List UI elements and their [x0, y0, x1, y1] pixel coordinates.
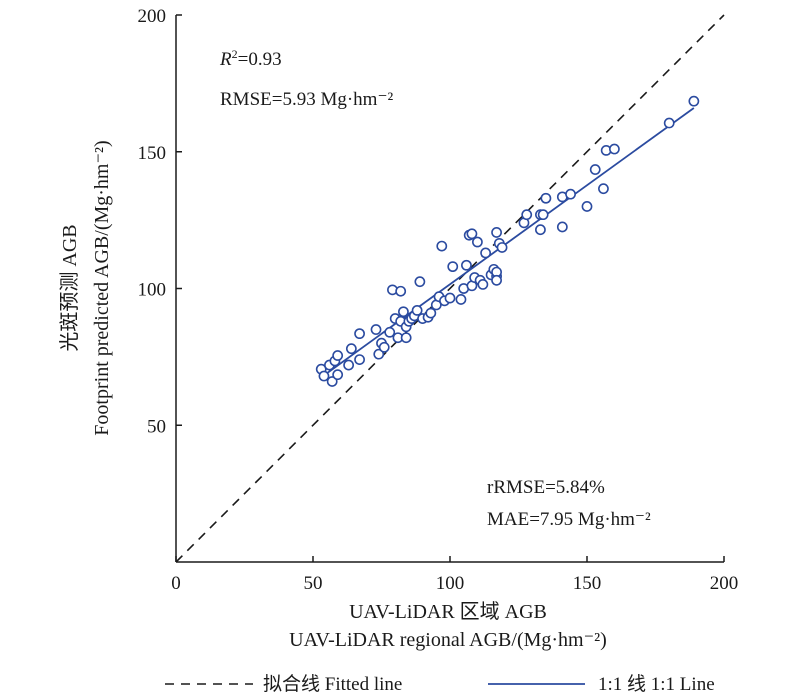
- identity-line: [175, 14, 725, 563]
- data-point: [589, 164, 601, 175]
- x-tick-label: 150: [573, 573, 602, 594]
- data-point: [425, 307, 437, 319]
- data-point: [598, 183, 609, 195]
- data-point: [663, 117, 675, 129]
- legend-identity-line-label: 1:1 线 1:1 Line: [598, 673, 715, 695]
- rmse-annotation: RMSE=5.93 Mg·hm⁻²: [220, 89, 393, 110]
- data-point: [345, 343, 357, 355]
- data-point: [400, 332, 412, 344]
- data-point: [556, 221, 568, 233]
- y-tick-label: 200: [138, 6, 167, 27]
- data-point: [411, 304, 423, 316]
- data-point: [332, 350, 344, 361]
- data-point: [455, 294, 467, 305]
- legend-fitted-line-label: 拟合线 Fitted line: [263, 673, 402, 695]
- x-tick-label: 200: [710, 573, 739, 594]
- x-axis-title-en: UAV-LiDAR regional AGB/(Mg·hm⁻²): [289, 629, 607, 651]
- x-axis-title-cn: UAV-LiDAR 区域 AGB: [349, 600, 547, 623]
- data-point: [581, 201, 593, 212]
- y-axis-title-cn: 光斑预测 AGB: [58, 224, 81, 351]
- y-tick-label: 150: [138, 143, 167, 164]
- data-point: [373, 348, 385, 360]
- y-axis-title-en: Footprint predicted AGB/(Mg·hm⁻²): [91, 140, 113, 435]
- data-point: [414, 276, 426, 288]
- data-point: [491, 274, 502, 286]
- data-point: [466, 228, 478, 240]
- data-point: [540, 192, 552, 204]
- r2-symbol: R: [219, 49, 232, 70]
- data-point: [447, 261, 459, 273]
- data-point: [537, 209, 549, 221]
- y-tick-label: 50: [147, 416, 166, 437]
- r2-superscript: 2: [232, 47, 238, 61]
- rrmse-annotation: rRMSE=5.84%: [487, 477, 605, 498]
- y-axis-ticks: 50 100 150 200: [138, 6, 182, 437]
- data-point: [444, 292, 456, 304]
- data-point: [436, 240, 448, 252]
- x-tick-label: 0: [171, 573, 181, 594]
- data-point: [384, 326, 396, 338]
- data-point: [326, 376, 338, 387]
- data-point: [343, 359, 355, 371]
- x-axis-ticks: 0 50 100 150 200: [171, 556, 738, 594]
- plot-area: 0 50 100 150 200 50 100 150 200: [138, 6, 739, 594]
- data-point: [471, 236, 483, 248]
- y-tick-label: 100: [138, 280, 167, 301]
- data-point: [370, 324, 382, 335]
- data-point: [378, 341, 390, 353]
- fit-line: [320, 107, 695, 379]
- data-point: [318, 370, 330, 382]
- r2-value: =0.93: [238, 49, 282, 70]
- r2-annotation: R2=0.93: [219, 47, 282, 70]
- data-point: [491, 227, 502, 238]
- data-point: [477, 278, 489, 290]
- data-point: [688, 95, 700, 107]
- data-point: [395, 285, 407, 297]
- legend: 拟合线 Fitted line 1:1 线 1:1 Line: [165, 673, 715, 695]
- data-point: [535, 224, 546, 236]
- data-point: [332, 369, 344, 381]
- data-point: [398, 306, 409, 318]
- data-point: [565, 188, 576, 200]
- mae-annotation: MAE=7.95 Mg·hm⁻²: [487, 509, 651, 530]
- data-point: [354, 328, 365, 340]
- data-point: [480, 247, 492, 259]
- data-point: [521, 209, 533, 221]
- data-point: [354, 354, 365, 366]
- data-point: [609, 143, 620, 155]
- x-tick-label: 100: [436, 573, 465, 594]
- data-point: [461, 259, 472, 271]
- x-tick-label: 50: [304, 573, 323, 594]
- data-points: [315, 95, 700, 387]
- data-point: [496, 242, 508, 253]
